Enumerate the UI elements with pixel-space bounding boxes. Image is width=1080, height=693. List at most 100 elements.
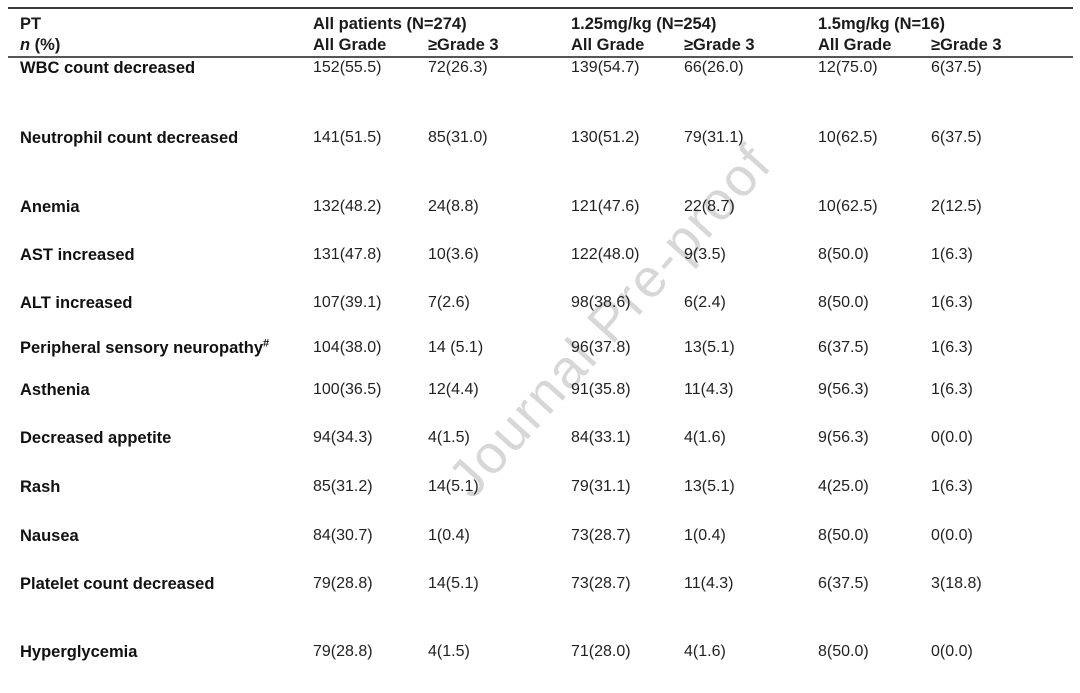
subheader-all-grade-1: All Grade <box>313 35 428 58</box>
row-label: ALT increased <box>20 294 133 312</box>
cell-value: 1(6.3) <box>931 478 973 495</box>
cell-value: 104(38.0) <box>313 339 382 356</box>
table-row: WBC count decreased 152(55.5) 72(26.3) 139(… <box>8 57 1073 128</box>
cell-value: 122(48.0) <box>571 246 640 263</box>
cell-value: 130(51.2) <box>571 129 640 146</box>
row-label: Nausea <box>20 527 79 545</box>
header-group-all-patients: All patients (N=274) <box>313 7 571 35</box>
table-row: Platelet count decreased 79(28.8) 14(5.1) 7… <box>8 574 1073 642</box>
cell-value: 1(6.3) <box>931 246 973 263</box>
cell-value: 6(2.4) <box>684 294 726 311</box>
row-label: Anemia <box>20 198 80 216</box>
row-label: Neutrophil count decreased <box>20 129 239 147</box>
cell-value: 79(31.1) <box>571 478 631 495</box>
cell-value: 4(1.5) <box>428 429 470 446</box>
row-label: Peripheral sensory neuropathy# <box>20 337 270 357</box>
subheader-all-grade-2: All Grade <box>571 35 684 58</box>
row-label: WBC count decreased <box>20 59 196 77</box>
subheader-grade3-1: ≥Grade 3 <box>428 35 571 58</box>
cell-value: 13(5.1) <box>684 478 735 495</box>
cell-value: 4(1.6) <box>684 643 726 660</box>
table-row: Nausea 84(30.7) 1(0.4) 73(28.7) 1(0.4) 8(50.0… <box>8 526 1073 574</box>
cell-value: 73(28.7) <box>571 527 631 544</box>
cell-value: 94(34.3) <box>313 429 373 446</box>
cell-value: 7(2.6) <box>428 294 470 311</box>
cell-value: 10(62.5) <box>818 129 878 146</box>
table-row: Rash 85(31.2) 14(5.1) 79(31.1) 13(5.1) 4(25.0… <box>8 477 1073 526</box>
cell-value: 14(5.1) <box>428 575 479 592</box>
header-n-percent: n (%) <box>8 35 313 58</box>
cell-value: 22(8.7) <box>684 198 735 215</box>
cell-value: 1(0.4) <box>428 527 470 544</box>
cell-value: 0(0.0) <box>931 643 973 660</box>
cell-value: 6(37.5) <box>818 339 869 356</box>
cell-value: 79(28.8) <box>313 575 373 592</box>
cell-value: 72(26.3) <box>428 59 488 76</box>
cell-value: 4(1.6) <box>684 429 726 446</box>
cell-value: 10(3.6) <box>428 246 479 263</box>
cell-value: 1(0.4) <box>684 527 726 544</box>
table-row: AST increased 131(47.8) 10(3.6) 122(48.0) 9(… <box>8 245 1073 293</box>
cell-value: 1(6.3) <box>931 339 973 356</box>
row-label: AST increased <box>20 246 135 264</box>
header-pt: PT <box>8 7 313 35</box>
percent-label: (%) <box>30 36 61 54</box>
cell-value: 11(4.3) <box>684 575 734 592</box>
header-subrow: n (%) All Grade ≥Grade 3 All Grade ≥Grad… <box>8 35 1074 58</box>
table-row: Decreased appetite 94(34.3) 4(1.5) 84(33.1)… <box>8 428 1073 477</box>
header-group-1-25mgkg: 1.25mg/kg (N=254) <box>571 7 819 35</box>
cell-value: 10(62.5) <box>818 198 878 215</box>
cell-value: 152(55.5) <box>313 59 382 76</box>
cell-value: 4(25.0) <box>818 478 869 495</box>
cell-value: 8(50.0) <box>818 246 869 263</box>
cell-value: 6(37.5) <box>931 59 982 76</box>
table-body: WBC count decreased 152(55.5) 72(26.3) 139(… <box>8 57 1073 692</box>
cell-value: 14 (5.1) <box>428 339 484 356</box>
row-label: Rash <box>20 478 61 496</box>
header-group-row: PT All patients (N=274) 1.25mg/kg (N=254… <box>8 7 1074 35</box>
cell-value: 96(37.8) <box>571 339 631 356</box>
cell-value: 100(36.5) <box>313 381 382 398</box>
header-group-1-5mgkg: 1.5mg/kg (N=16) <box>818 7 1074 35</box>
cell-value: 121(47.6) <box>571 198 640 215</box>
table-row: Peripheral sensory neuropathy# 104(38.0) 1… <box>8 338 1073 380</box>
n-italic: n <box>20 36 31 54</box>
cell-value: 4(1.5) <box>428 643 470 660</box>
cell-value: 13(5.1) <box>684 339 735 356</box>
cell-value: 107(39.1) <box>313 294 382 311</box>
row-label: Decreased appetite <box>20 429 172 447</box>
cell-value: 79(28.8) <box>313 643 373 660</box>
subheader-grade3-3: ≥Grade 3 <box>931 35 1074 58</box>
cell-value: 84(30.7) <box>313 527 373 544</box>
cell-value: 1(6.3) <box>931 294 973 311</box>
cell-value: 91(35.8) <box>571 381 631 398</box>
cell-value: 6(37.5) <box>931 129 982 146</box>
cell-value: 3(18.8) <box>931 575 982 592</box>
footnote-marker: # <box>263 337 270 350</box>
cell-value: 9(3.5) <box>684 246 726 263</box>
row-label: Platelet count decreased <box>20 575 215 593</box>
cell-value: 0(0.0) <box>931 429 973 446</box>
table-row: Neutrophil count decreased 141(51.5) 85(31… <box>8 128 1073 197</box>
cell-value: 0(0.0) <box>931 527 973 544</box>
subheader-grade3-2: ≥Grade 3 <box>684 35 819 58</box>
cell-value: 24(8.8) <box>428 198 479 215</box>
row-label: Asthenia <box>20 381 90 399</box>
cell-value: 98(38.6) <box>571 294 631 311</box>
cell-value: 141(51.5) <box>313 129 382 146</box>
cell-value: 8(50.0) <box>818 527 869 544</box>
cell-value: 2(12.5) <box>931 198 982 215</box>
cell-value: 66(26.0) <box>684 59 744 76</box>
cell-value: 6(37.5) <box>818 575 869 592</box>
cell-value: 131(47.8) <box>313 246 382 263</box>
subheader-all-grade-3: All Grade <box>818 35 932 58</box>
cell-value: 73(28.7) <box>571 575 631 592</box>
row-label: Hyperglycemia <box>20 643 138 661</box>
cell-value: 12(4.4) <box>428 381 479 398</box>
cell-value: 71(28.0) <box>571 643 631 660</box>
cell-value: 1(6.3) <box>931 381 973 398</box>
cell-value: 84(33.1) <box>571 429 631 446</box>
cell-value: 14(5.1) <box>428 478 479 495</box>
adverse-events-table: PT All patients (N=274) 1.25mg/kg (N=254… <box>8 7 1074 692</box>
